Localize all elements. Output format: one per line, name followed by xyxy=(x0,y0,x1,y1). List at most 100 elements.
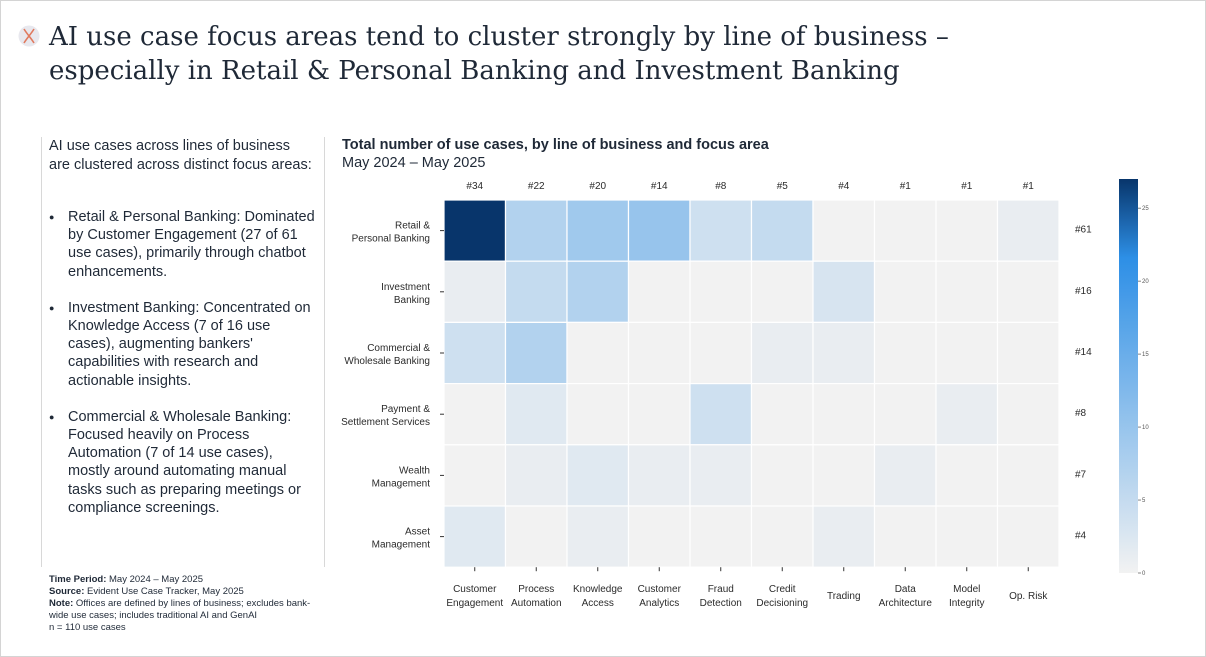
row-label: Management xyxy=(372,478,431,489)
heatmap-cell xyxy=(689,444,753,507)
heatmap-cell xyxy=(873,383,937,446)
column-label: Engagement xyxy=(446,598,503,609)
heatmap-cell xyxy=(566,444,630,507)
heatmap-cell xyxy=(627,383,691,446)
row-label: Wholesale Banking xyxy=(344,356,430,367)
column-total-label: #34 xyxy=(466,181,483,192)
heatmap-cell xyxy=(504,321,568,385)
heatmap-cell xyxy=(504,199,568,262)
heatmap-cell xyxy=(935,444,999,507)
column-label: Decisioning xyxy=(756,598,808,609)
column-total-label: #5 xyxy=(777,181,789,192)
heatmap-cell xyxy=(935,321,999,385)
heatmap-cell xyxy=(689,383,753,446)
column-label: Process xyxy=(518,584,554,595)
heatmap-cell xyxy=(627,260,691,324)
heatmap-cell xyxy=(627,444,691,507)
sample-size: n = 110 use cases xyxy=(49,622,126,633)
column-label: Trading xyxy=(827,591,861,602)
column-label: Access xyxy=(582,598,614,609)
column-total-label: #20 xyxy=(589,181,606,192)
time-period-label: Time Period: xyxy=(49,574,107,585)
heatmap-cell xyxy=(443,199,507,262)
heatmap-cell xyxy=(996,199,1060,262)
heatmap-cell xyxy=(443,260,507,324)
heatmap-cell xyxy=(812,383,876,446)
row-label: Commercial & xyxy=(367,343,430,354)
heatmap-cell xyxy=(750,383,814,446)
heatmap-cell xyxy=(935,260,999,324)
column-label: Credit xyxy=(769,584,796,595)
column-label: Data xyxy=(895,584,917,595)
source: Evident Use Case Tracker, May 2025 xyxy=(87,586,244,597)
heatmap-cell xyxy=(750,260,814,324)
row-label: Management xyxy=(372,540,431,551)
row-label: Payment & xyxy=(381,404,430,415)
row-label: Investment xyxy=(381,282,430,293)
column-total-label: #22 xyxy=(528,181,545,192)
heatmap-cell xyxy=(750,321,814,385)
colorbar-tick-label: 15 xyxy=(1142,352,1149,358)
row-label: Asset xyxy=(405,527,430,538)
row-total-label: #8 xyxy=(1075,408,1087,419)
heatmap-cell xyxy=(996,505,1060,568)
heatmap-cell xyxy=(996,444,1060,507)
column-label: Analytics xyxy=(639,598,679,609)
chart-title: Total number of use cases, by line of bu… xyxy=(342,137,769,153)
heatmap-cell xyxy=(996,321,1060,385)
heatmap-cell xyxy=(627,199,691,262)
chart-subtitle: May 2024 – May 2025 xyxy=(342,155,486,171)
column-label: Automation xyxy=(511,598,562,609)
row-total-label: #61 xyxy=(1075,225,1092,236)
column-label: Customer xyxy=(638,584,682,595)
column-label: Integrity xyxy=(949,598,985,609)
heatmap-cell xyxy=(627,505,691,568)
row-total-label: #4 xyxy=(1075,531,1087,542)
heatmap-cell xyxy=(935,505,999,568)
heatmap-cell xyxy=(935,383,999,446)
row-label: Retail & xyxy=(395,221,430,232)
colorbar xyxy=(1119,179,1138,573)
heatmap-cell xyxy=(504,444,568,507)
column-total-label: #14 xyxy=(651,181,668,192)
source-label: Source: xyxy=(49,586,85,597)
column-label: Architecture xyxy=(879,598,933,609)
insight-list: Retail & Personal Banking: Dominated by … xyxy=(49,208,317,535)
note: Offices are defined by lines of business… xyxy=(49,598,311,621)
heatmap-cell xyxy=(996,383,1060,446)
heatmap-cell xyxy=(566,321,630,385)
column-total-label: #8 xyxy=(715,181,727,192)
time-period: May 2024 – May 2025 xyxy=(109,574,204,585)
heatmap-cell xyxy=(750,505,814,568)
heatmap-cell xyxy=(750,444,814,507)
row-label: Wealth xyxy=(399,465,430,476)
heatmap-cell xyxy=(443,383,507,446)
heatmap-cell xyxy=(443,505,507,568)
insight-retail: Retail & Personal Banking: Dominated by … xyxy=(49,208,317,281)
heatmap-cell xyxy=(873,444,937,507)
heatmap-cell xyxy=(689,199,753,262)
colorbar-tick-label: 10 xyxy=(1142,425,1149,431)
heatmap-cell xyxy=(873,199,937,262)
heatmap-cell xyxy=(812,444,876,507)
heatmap-cell xyxy=(504,383,568,446)
insight-commercial: Commercial & Wholesale Banking: Focused … xyxy=(49,408,317,517)
colorbar-tick-label: 0 xyxy=(1142,571,1146,577)
row-total-label: #7 xyxy=(1075,469,1087,480)
colorbar-tick-label: 20 xyxy=(1142,279,1149,285)
row-total-label: #16 xyxy=(1075,286,1092,297)
column-total-label: #1 xyxy=(1023,181,1035,192)
heatmap-cell xyxy=(873,260,937,324)
row-label: Settlement Services xyxy=(341,417,430,428)
heatmap-cell xyxy=(812,321,876,385)
heatmap-cell xyxy=(750,199,814,262)
row-label: Banking xyxy=(394,295,430,306)
page-title: AI use case focus areas tend to cluster … xyxy=(49,22,949,86)
heatmap-cell xyxy=(566,260,630,324)
column-label: Knowledge xyxy=(573,584,623,595)
colorbar-tick-label: 25 xyxy=(1142,206,1149,212)
column-label: Op. Risk xyxy=(1009,591,1048,602)
colorbar-tick-label: 5 xyxy=(1142,498,1146,504)
heatmap-cell xyxy=(812,505,876,568)
